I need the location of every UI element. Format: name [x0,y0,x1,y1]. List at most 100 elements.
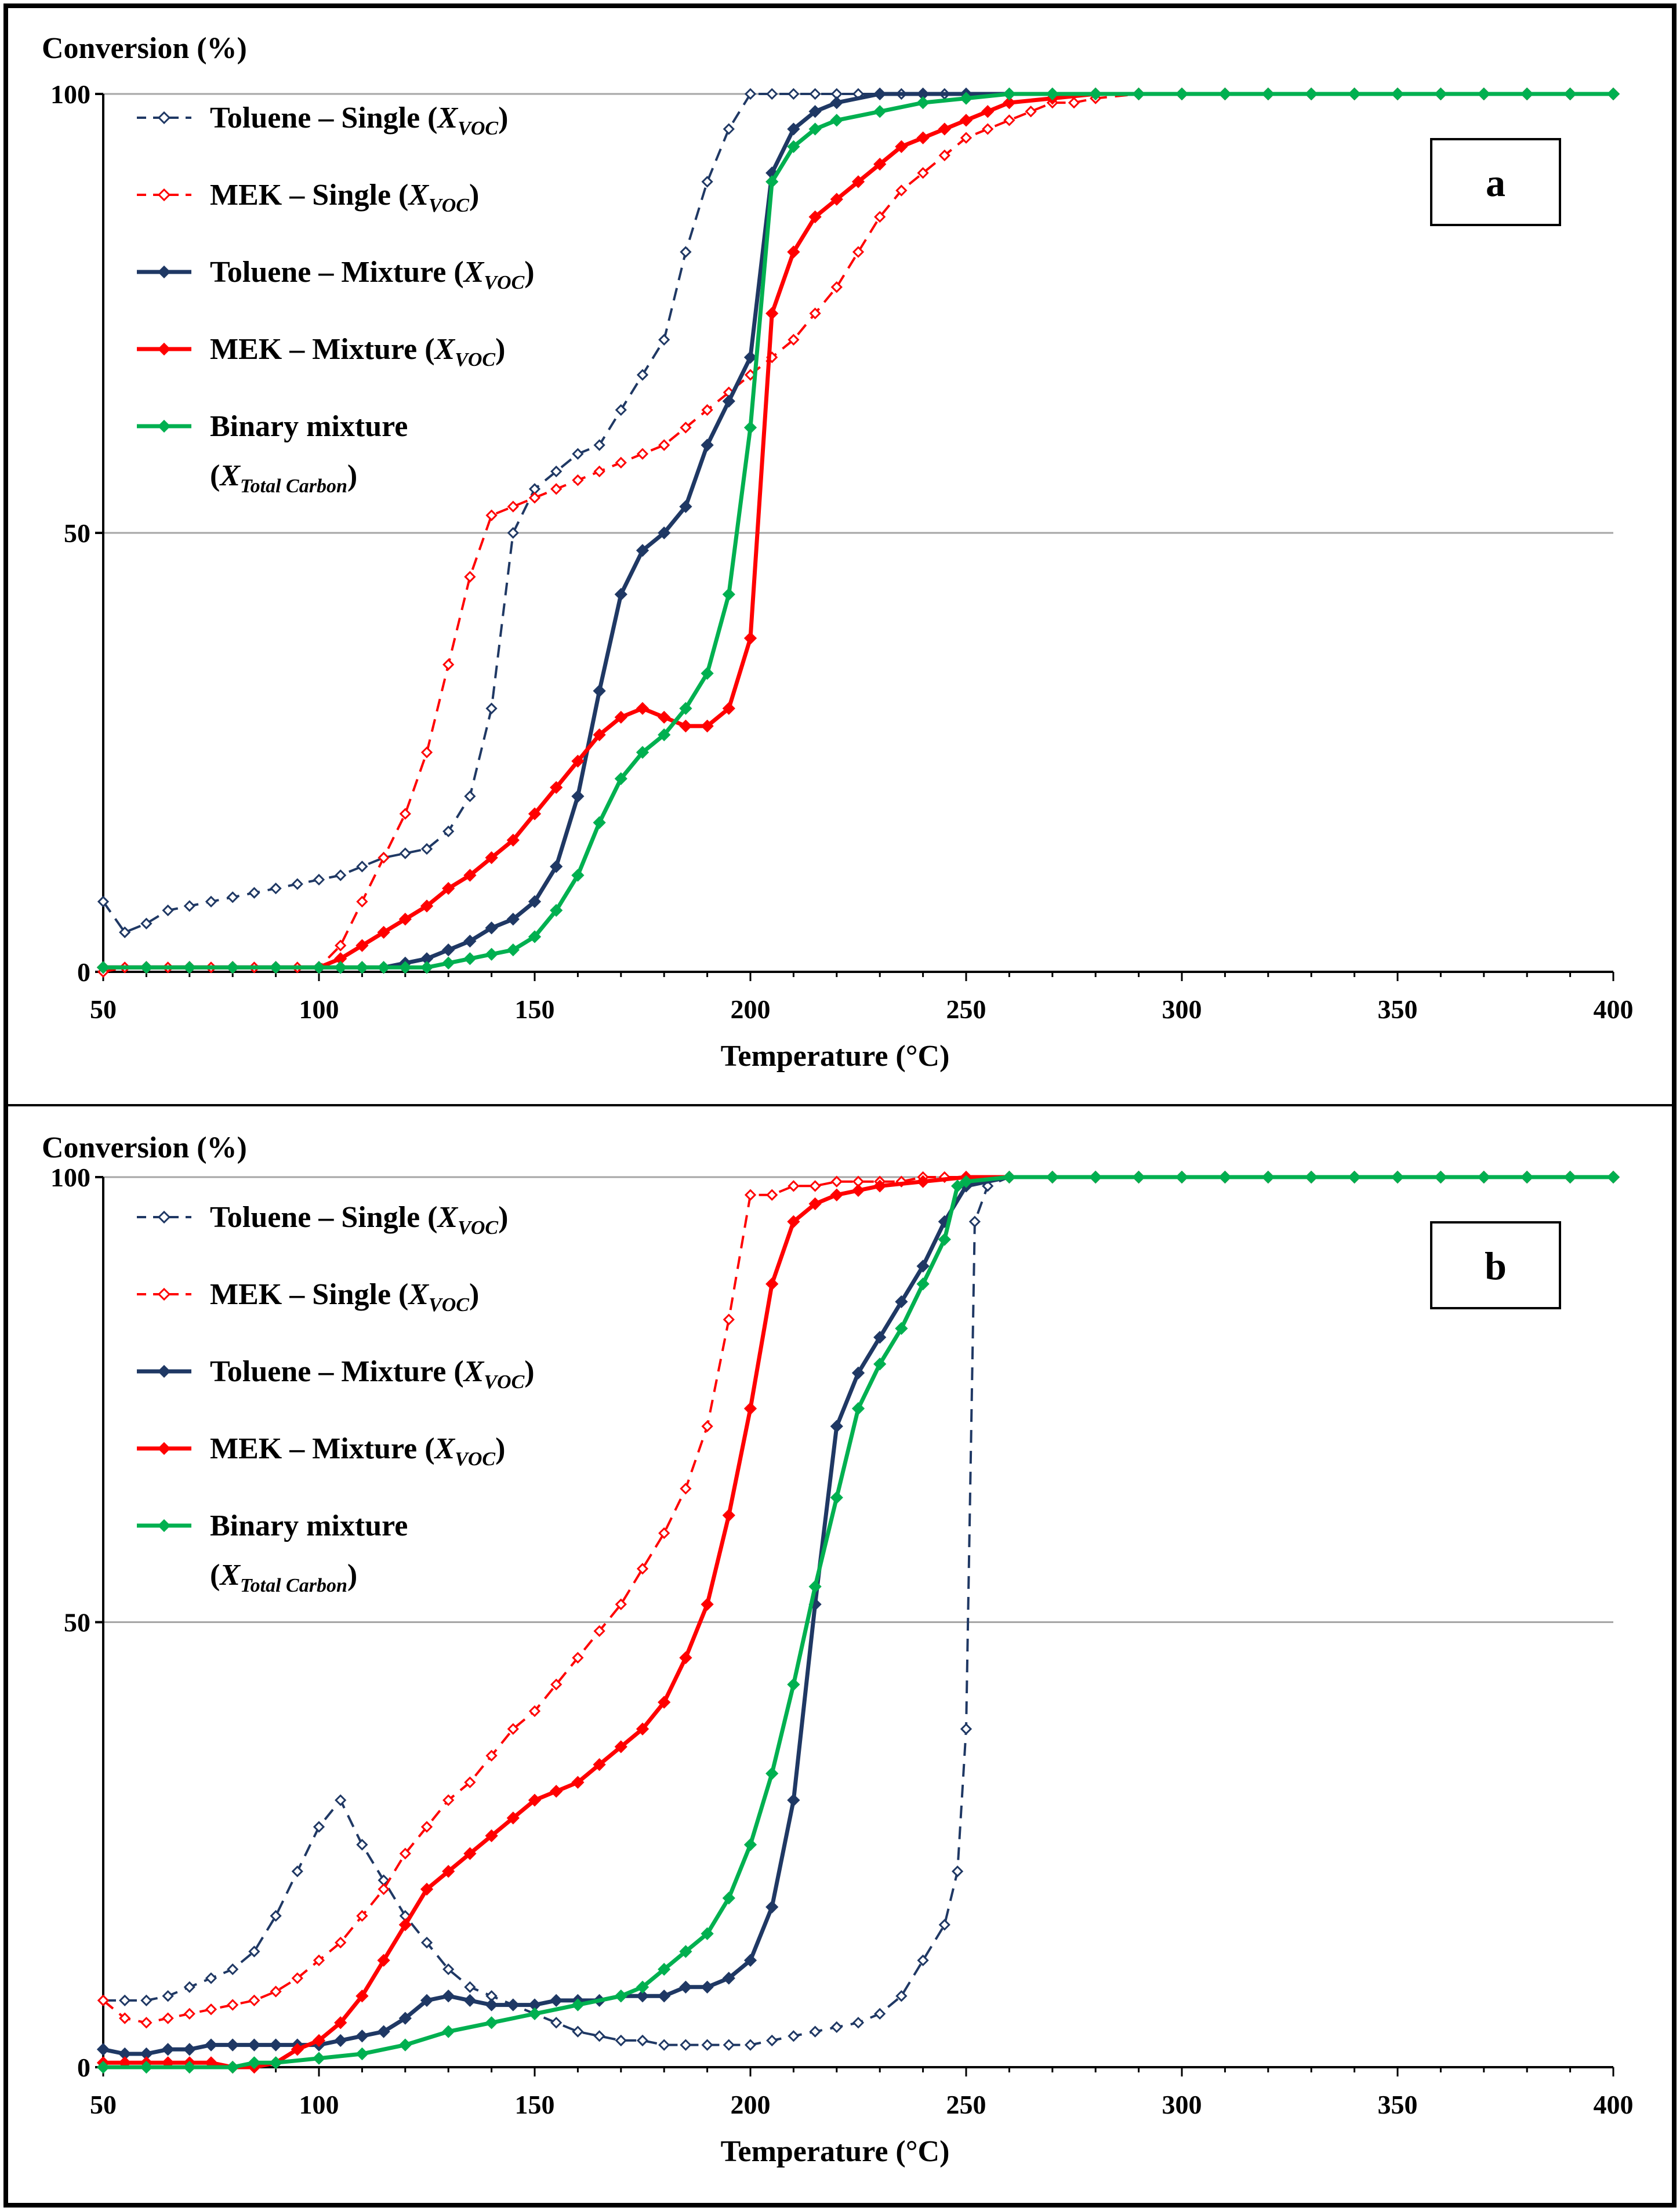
data-point [528,2007,542,2021]
data-point [895,1295,908,1309]
data-point [463,869,477,882]
data-point [485,921,498,935]
data-point [398,2038,412,2052]
data-point [830,2021,843,2034]
data-point [658,728,671,742]
data-point [140,2060,153,2074]
data-point [1003,96,1016,110]
data-point [442,658,455,671]
data-point [701,667,714,680]
x-axis-title: Temperature (°C) [721,2135,950,2168]
data-point [377,961,390,974]
data-point [788,88,800,100]
data-point [550,860,563,873]
data-point [312,2034,326,2047]
data-point [765,175,779,188]
data-point [787,140,800,153]
data-point [679,1980,692,1994]
data-point [851,1366,865,1379]
y-tick-label: 50 [64,518,90,548]
data-point [917,167,929,179]
data-point [572,448,584,460]
data-point [950,1179,964,1193]
data-point [766,88,778,100]
data-point [464,1981,476,1993]
panel-label-box [1430,138,1561,226]
data-point [356,1909,368,1922]
data-point [463,1847,477,1860]
data-point [227,891,239,903]
data-point [788,2030,800,2042]
data-point [183,961,196,974]
data-point [571,754,585,768]
data-point [917,1954,929,1966]
data-point [1434,87,1447,101]
data-point [335,939,347,952]
y-tick-label: 100 [50,79,90,109]
data-point [269,2038,282,2052]
data-point [248,2056,261,2070]
data-point [852,246,865,258]
data-point [248,1945,260,1958]
data-point [981,105,995,118]
data-point [183,2060,196,2074]
data-point [335,869,347,881]
data-point [787,1678,800,1691]
data-point [895,184,908,197]
x-tick-label: 150 [515,2090,555,2119]
x-tick-label: 250 [946,2090,986,2119]
data-point [1046,1170,1059,1184]
data-point [830,1175,843,1188]
data-point [722,587,735,601]
data-point [830,96,843,110]
data-point [959,1175,973,1188]
data-point [226,2038,240,2052]
data-point [97,1994,110,2006]
data-point [528,895,542,909]
data-point [593,439,605,451]
data-point [615,1598,627,1610]
data-point [378,852,390,864]
data-point [830,193,843,206]
data-point [442,943,455,957]
series-binary-mixture [96,87,1620,974]
legend-swatch-marker [157,188,171,202]
y-axis-title: Conversion (%) [42,1131,247,1164]
data-point [464,1776,476,1788]
data-point [636,2034,649,2047]
data-point [851,175,865,188]
data-point [830,281,843,293]
data-point [808,122,822,136]
data-point [636,369,649,381]
data-point [615,404,627,416]
data-point [291,878,303,890]
data-point [701,404,713,416]
data-point [1434,1170,1447,1184]
x-tick-label: 350 [1378,994,1418,1024]
data-point [1218,1170,1232,1184]
data-point [830,1188,843,1201]
data-point [506,913,520,926]
data-point [1391,1170,1405,1184]
data-point [550,2017,563,2029]
data-point [399,847,411,859]
y-axis-title: Conversion (%) [42,32,247,65]
x-tick-label: 50 [90,994,117,1024]
data-point [183,900,195,912]
data-point [873,1357,887,1371]
data-point [96,2060,110,2074]
data-point [270,1909,282,1922]
data-point [830,1419,843,1433]
data-point [291,2043,304,2056]
data-point [1563,87,1577,101]
data-point [960,132,973,144]
data-point [1068,97,1080,109]
data-point [226,961,240,974]
data-point [873,105,887,118]
data-point [377,925,390,939]
data-point [485,851,498,865]
data-point [334,2016,347,2030]
data-point [722,702,735,715]
data-point [951,1865,964,1878]
data-point [743,351,757,364]
